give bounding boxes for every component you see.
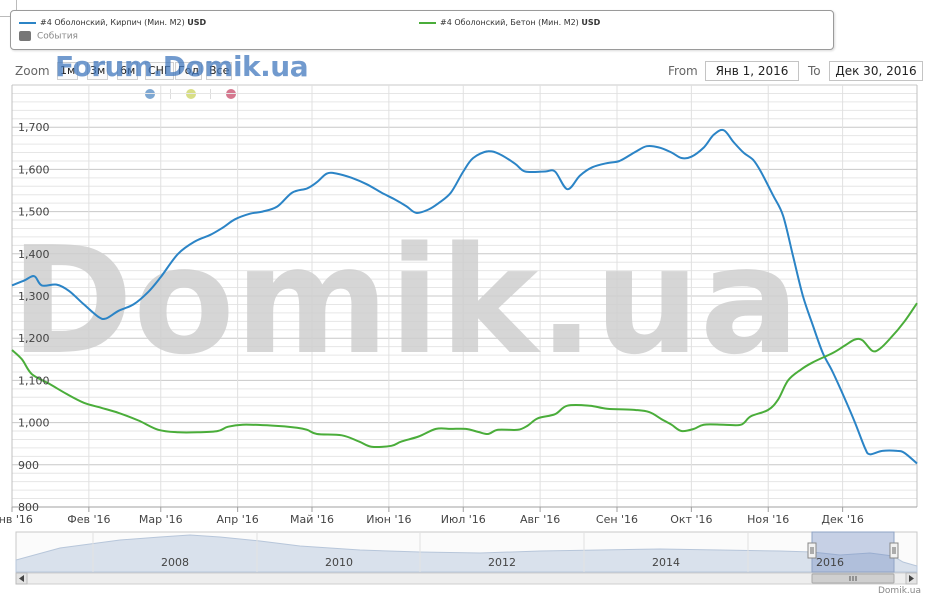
y-tick-label: 900 (18, 459, 39, 472)
series-line-0 (11, 128, 918, 465)
zoom-ytd-button[interactable]: СНГ (145, 62, 174, 80)
credits-link[interactable]: Domik.ua (878, 586, 921, 596)
zoom-3m-button[interactable]: 3м (87, 62, 109, 80)
zoom-all-button[interactable]: Все (206, 62, 233, 80)
domik-watermark: Domik.ua (10, 215, 799, 387)
x-tick-label: Май '16 (290, 513, 334, 526)
legend-swatch-concrete (419, 21, 436, 24)
scrollbar-track (15, 572, 918, 585)
legend-series-name: #4 Оболонский, Кирпич (Мин. М2) (40, 18, 185, 27)
x-tick-label: Фев '16 (67, 513, 110, 526)
legend-currency: USD (581, 18, 601, 27)
chart-grid (11, 84, 918, 508)
to-label: To (808, 64, 821, 78)
dot-separator (210, 89, 211, 99)
y-tick-label: 1,500 (18, 206, 50, 219)
y-tick-label: 1,200 (18, 332, 50, 345)
scroll-right-arrow-icon (909, 575, 914, 582)
navigator-label: 2014 (652, 556, 680, 569)
indicator-dot-yellow[interactable] (186, 89, 196, 99)
events-flag-icon (19, 31, 31, 41)
y-tick-label: 1,300 (18, 290, 50, 303)
zoom-1m-button[interactable]: 1м (57, 62, 79, 80)
x-tick-label: Окт '16 (670, 513, 712, 526)
series-line-1 (11, 302, 918, 448)
scroll-left-arrow-icon (19, 575, 24, 582)
legend-item-concrete[interactable]: #4 Оболонский, Бетон (Мин. М2) USD (419, 18, 600, 27)
y-tick-label: 1,000 (18, 417, 50, 430)
x-axis: Янв '16 Фев '16 Мар '16 Апр '16 Май '16 Июн '… (0, 507, 864, 526)
x-tick-label: Июн '16 (366, 513, 411, 526)
zoom-year-button[interactable]: Год (175, 62, 203, 80)
dot-separator (170, 89, 171, 99)
chart-series (11, 128, 918, 465)
legend-currency: USD (187, 18, 207, 27)
navigator-label: 2010 (325, 556, 353, 569)
legend-swatch-brick (19, 21, 36, 24)
navigator-label: 2012 (488, 556, 516, 569)
y-axis: 800 900 1,000 1,100 1,200 1,300 1,400 1,500 1,60… (18, 121, 50, 514)
legend-events-label: События (37, 31, 78, 42)
x-tick-label: Дек '16 (821, 513, 864, 526)
y-tick-label: 1,400 (18, 248, 50, 261)
y-tick-label: 1,600 (18, 163, 50, 176)
zoom-label: Zoom (15, 64, 50, 78)
x-tick-label: Авг '16 (520, 513, 560, 526)
y-tick-label: 1,100 (18, 374, 50, 387)
legend-series-name: #4 Оболонский, Бетон (Мин. М2) (440, 18, 579, 27)
zoom-6m-button[interactable]: 6м (117, 62, 139, 80)
x-tick-label: Июл '16 (441, 513, 486, 526)
indicator-dot-blue[interactable] (145, 89, 155, 99)
x-tick-label: Мар '16 (139, 513, 183, 526)
y-tick-label: 800 (18, 501, 39, 514)
indicator-dot-pink[interactable] (226, 89, 236, 99)
x-tick-label: Сен '16 (596, 513, 638, 526)
legend: #4 Оболонский, Кирпич (Мин. М2) USD #4 О… (10, 10, 834, 50)
navigator-area (15, 534, 918, 573)
navigator-label: 2008 (161, 556, 189, 569)
legend-item-events[interactable]: События (19, 31, 78, 42)
navigator-label: 2016 (816, 556, 844, 569)
navigator-handle[interactable] (807, 542, 817, 559)
from-label: From (668, 64, 698, 78)
y-tick-label: 1,700 (18, 121, 50, 134)
x-tick-label: Ноя '16 (747, 513, 789, 526)
to-date-input[interactable]: Дек 30, 2016 (829, 61, 923, 81)
legend-item-brick[interactable]: #4 Оболонский, Кирпич (Мин. М2) USD (19, 18, 206, 27)
navigator-handle[interactable] (889, 542, 899, 559)
from-date-input[interactable]: Янв 1, 2016 (705, 61, 799, 81)
forum-watermark: Forum.Domik.ua (55, 50, 309, 83)
x-tick-label: Янв '16 (0, 513, 33, 526)
navigator: 2008 2010 2012 2014 2016 (15, 531, 918, 585)
x-tick-label: Апр '16 (217, 513, 259, 526)
